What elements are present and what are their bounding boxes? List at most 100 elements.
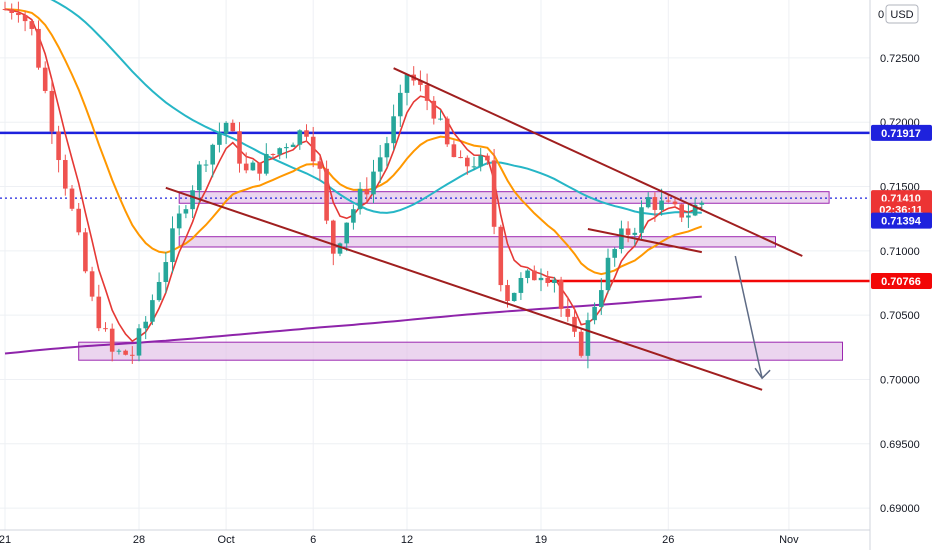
candle-body-74 [498,226,504,286]
candle-57 [384,136,390,167]
candle-46 [310,126,316,168]
x-tick-label-7: Nov [779,534,799,546]
candle-16 [109,323,115,362]
candle-body-99 [666,200,671,202]
candle-42 [284,143,289,159]
candle-body-72 [485,155,490,161]
candle-body-104 [699,202,705,205]
candle-body-12 [83,232,88,272]
candle-body-82 [552,279,557,284]
candle-72 [485,153,490,165]
candle-47 [317,156,323,181]
trendline-1 [165,186,763,391]
candle-21 [143,316,148,340]
candle-body-19 [130,354,135,356]
candle-body-56 [377,157,383,172]
candle-body-95 [639,207,644,233]
x-tick-label-6: 26 [662,534,674,546]
y-tick-label-4: 0.70500 [880,310,920,322]
x-tick-label-2: Oct [218,534,235,546]
y-tick-label-3: 0.71000 [880,246,920,258]
candle-30 [203,159,209,172]
candle-36 [243,152,249,174]
candle-body-77 [518,277,524,293]
candle-body-94 [632,232,638,235]
price-tag-bg-3 [871,212,932,229]
candle-body-37 [250,162,256,171]
candle-4 [29,20,35,36]
candle-body-3 [22,15,28,22]
y-tick-label-0: 0.72500 [880,53,920,65]
y-tick-label-6: 0.69500 [880,439,920,451]
y-tick-label-5: 0.70000 [880,374,920,386]
candle-39 [264,143,269,176]
candle-5 [36,20,41,70]
candle-78 [525,269,530,284]
candle-body-93 [625,228,631,235]
candle-body-51 [344,222,349,244]
candle-body-2 [16,12,21,16]
candle-body-78 [525,270,530,278]
candle-body-92 [619,228,624,250]
candle-102 [686,202,691,228]
zone-2 [78,341,843,361]
candle-26 [176,205,182,236]
candle-body-65 [438,118,443,120]
candle-body-49 [331,220,336,254]
candle-50 [337,242,343,257]
candle-54 [364,177,370,203]
candle-body-100 [672,201,678,205]
candle-body-75 [505,285,510,302]
candle-body-9 [63,160,68,189]
candle-8 [56,125,61,173]
candle-body-5 [36,28,41,68]
candle-95 [639,200,644,240]
candle-body-97 [652,197,658,210]
candle-15 [103,322,108,332]
zone-1 [178,236,776,248]
candle-body-89 [599,290,604,307]
candle-body-30 [203,164,209,166]
projection-arrow-head [754,367,771,380]
candle-99 [666,194,671,203]
candle-71 [478,147,483,172]
candle-97 [652,192,658,222]
candle-body-67 [451,144,457,158]
candle-89 [599,278,604,315]
candle-body-52 [351,209,356,223]
candle-body-44 [297,130,303,145]
candle-body-62 [418,80,423,85]
candle-44 [297,129,303,150]
candle-body-33 [223,122,229,134]
candle-58 [391,104,396,151]
candle-body-59 [398,92,403,117]
candle-3 [22,11,28,32]
candle-92 [619,220,624,254]
candle-41 [277,147,282,160]
candle-18 [123,349,128,356]
candle-body-0 [2,9,8,11]
candle-6 [42,61,48,94]
candle-body-23 [156,281,162,301]
candle-body-103 [692,204,698,216]
candle-body-102 [686,215,691,218]
candle-73 [491,148,497,235]
candle-45 [304,124,309,143]
price-tag-label-0: 0.71917 [881,128,921,140]
candle-74 [498,224,504,292]
candle-body-39 [264,153,269,174]
candle-10 [69,184,75,211]
candle-body-90 [605,257,611,291]
candle-body-69 [465,157,470,167]
candle-35 [237,122,242,173]
candle-53 [357,182,363,215]
candle-88 [592,302,597,325]
candle-body-63 [424,84,430,101]
zone-0 [178,191,830,204]
candle-body-57 [384,143,390,158]
candle-body-31 [210,144,215,165]
candle-17 [116,348,122,355]
candle-83 [558,276,564,317]
